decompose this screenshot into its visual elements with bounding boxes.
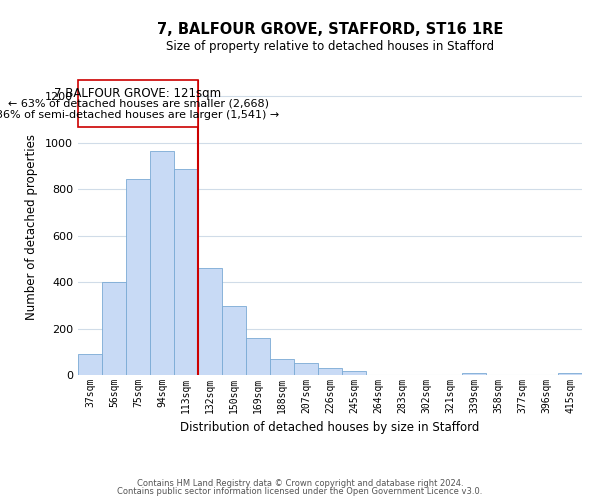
Bar <box>342 371 366 375</box>
Text: Size of property relative to detached houses in Stafford: Size of property relative to detached ho… <box>166 40 494 53</box>
X-axis label: Distribution of detached houses by size in Stafford: Distribution of detached houses by size … <box>181 422 479 434</box>
Bar <box>558 372 582 375</box>
Bar <box>294 363 318 375</box>
Text: ← 63% of detached houses are smaller (2,668): ← 63% of detached houses are smaller (2,… <box>7 98 269 108</box>
Bar <box>174 170 198 375</box>
Bar <box>78 80 198 127</box>
Bar <box>222 306 246 375</box>
Bar <box>150 151 174 375</box>
Text: 7 BALFOUR GROVE: 121sqm: 7 BALFOUR GROVE: 121sqm <box>55 87 221 100</box>
Bar <box>198 268 222 375</box>
Text: 36% of semi-detached houses are larger (1,541) →: 36% of semi-detached houses are larger (… <box>0 110 280 120</box>
Bar <box>270 358 294 375</box>
Y-axis label: Number of detached properties: Number of detached properties <box>25 134 38 320</box>
Bar <box>78 354 102 375</box>
Bar <box>462 372 486 375</box>
Bar <box>126 178 150 375</box>
Text: 7, BALFOUR GROVE, STAFFORD, ST16 1RE: 7, BALFOUR GROVE, STAFFORD, ST16 1RE <box>157 22 503 38</box>
Bar <box>246 338 270 375</box>
Text: Contains HM Land Registry data © Crown copyright and database right 2024.: Contains HM Land Registry data © Crown c… <box>137 478 463 488</box>
Text: Contains public sector information licensed under the Open Government Licence v3: Contains public sector information licen… <box>118 487 482 496</box>
Bar <box>102 282 126 375</box>
Bar <box>318 368 342 375</box>
